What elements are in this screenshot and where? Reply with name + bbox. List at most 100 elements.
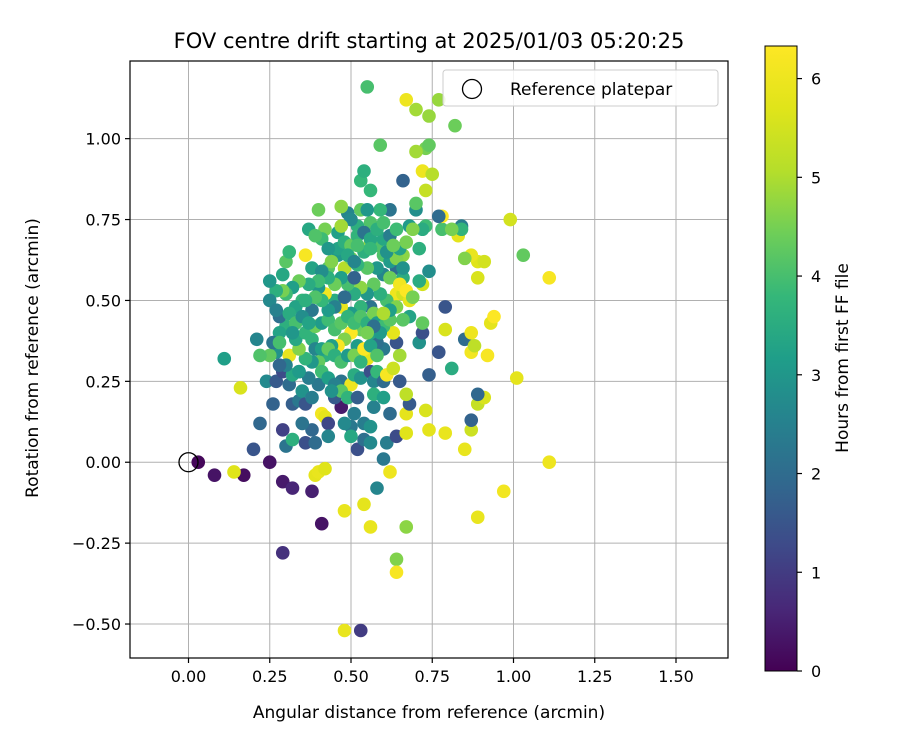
colorbar-tick-label: 3 xyxy=(811,366,821,385)
data-point xyxy=(376,306,391,321)
data-point xyxy=(321,416,336,431)
data-point xyxy=(454,222,469,237)
data-point xyxy=(373,287,388,301)
x-tick-label: 0.25 xyxy=(252,667,288,686)
data-point xyxy=(376,390,391,405)
points-layer xyxy=(191,80,557,638)
data-point xyxy=(295,384,310,398)
data-point xyxy=(392,374,407,389)
y-tick-label: 0.50 xyxy=(85,291,121,310)
data-point xyxy=(347,270,362,285)
chart-title: FOV centre drift starting at 2025/01/03 … xyxy=(174,29,685,53)
data-point xyxy=(470,270,485,285)
data-point xyxy=(275,546,290,560)
data-point xyxy=(386,238,401,253)
data-point xyxy=(435,222,449,237)
data-point xyxy=(425,167,440,182)
data-point xyxy=(415,222,430,237)
data-point xyxy=(422,138,436,152)
data-point xyxy=(321,241,336,256)
data-point xyxy=(409,196,423,211)
data-point xyxy=(262,274,277,288)
x-tick-label: 1.50 xyxy=(658,667,694,686)
data-point xyxy=(422,423,436,437)
x-tick-label: 1.00 xyxy=(496,667,532,686)
data-point xyxy=(438,300,453,314)
data-point xyxy=(399,426,414,440)
data-point xyxy=(360,203,375,217)
data-point xyxy=(422,109,436,123)
data-point xyxy=(418,183,433,198)
data-point xyxy=(282,306,297,321)
y-tick-label: 0.75 xyxy=(85,211,121,230)
data-point xyxy=(353,300,368,314)
data-point xyxy=(396,261,410,275)
data-point xyxy=(412,241,427,256)
data-point xyxy=(321,313,336,327)
data-point xyxy=(350,390,365,405)
y-tick-label: 0.00 xyxy=(85,453,121,472)
data-point xyxy=(334,199,349,214)
data-point xyxy=(464,326,479,340)
data-point xyxy=(334,400,349,415)
data-point xyxy=(363,436,378,450)
axes-layer: 0.00 0.25 0.50 0.75 1.00 1.25 1.50 −0.50 −0.25 0.… xyxy=(72,60,729,686)
data-point xyxy=(318,461,332,476)
data-point xyxy=(363,241,378,256)
data-point xyxy=(298,351,313,366)
data-point xyxy=(542,270,557,285)
data-point xyxy=(298,436,313,450)
data-point xyxy=(470,387,485,402)
data-point xyxy=(409,144,423,159)
data-point xyxy=(324,384,339,398)
data-point xyxy=(363,419,378,434)
data-point xyxy=(337,290,352,305)
data-point xyxy=(353,371,368,385)
data-point xyxy=(431,345,446,360)
data-point xyxy=(311,377,326,392)
data-point xyxy=(392,348,407,363)
data-point xyxy=(324,254,339,269)
data-point xyxy=(412,274,427,288)
data-point xyxy=(438,322,453,337)
data-point xyxy=(366,400,381,415)
data-point xyxy=(253,348,267,363)
colorbar: 0 1 2 3 4 5 6 Hours from first FF file xyxy=(764,45,853,681)
data-point xyxy=(399,235,414,250)
data-point xyxy=(431,209,446,224)
data-point xyxy=(509,371,524,385)
data-point xyxy=(344,212,358,227)
y-tick-label: 1.00 xyxy=(85,130,121,149)
x-tick-label: 0.00 xyxy=(171,667,207,686)
data-point xyxy=(418,403,433,418)
data-point xyxy=(422,368,436,382)
data-point xyxy=(347,254,362,269)
data-point xyxy=(272,326,287,340)
data-point xyxy=(275,423,290,437)
legend-marker-reference xyxy=(461,78,483,100)
data-point xyxy=(347,406,362,421)
x-tick-label: 1.25 xyxy=(577,667,613,686)
data-point xyxy=(444,361,459,376)
data-point xyxy=(464,413,479,427)
data-point xyxy=(308,436,323,450)
colorbar-tick-label: 4 xyxy=(811,267,821,286)
data-point xyxy=(337,503,352,518)
data-point xyxy=(301,316,316,330)
data-point xyxy=(386,326,401,340)
data-point xyxy=(376,215,391,230)
data-point xyxy=(542,455,557,470)
data-point xyxy=(357,497,371,512)
data-point xyxy=(366,277,381,292)
data-point xyxy=(503,212,518,227)
data-point xyxy=(321,303,336,317)
data-point xyxy=(438,426,453,440)
data-point xyxy=(298,293,313,308)
data-point xyxy=(272,358,287,372)
colorbar-gradient xyxy=(764,45,798,672)
data-point xyxy=(353,355,368,369)
data-point xyxy=(285,481,300,495)
data-point xyxy=(516,248,531,262)
data-point xyxy=(379,436,394,450)
